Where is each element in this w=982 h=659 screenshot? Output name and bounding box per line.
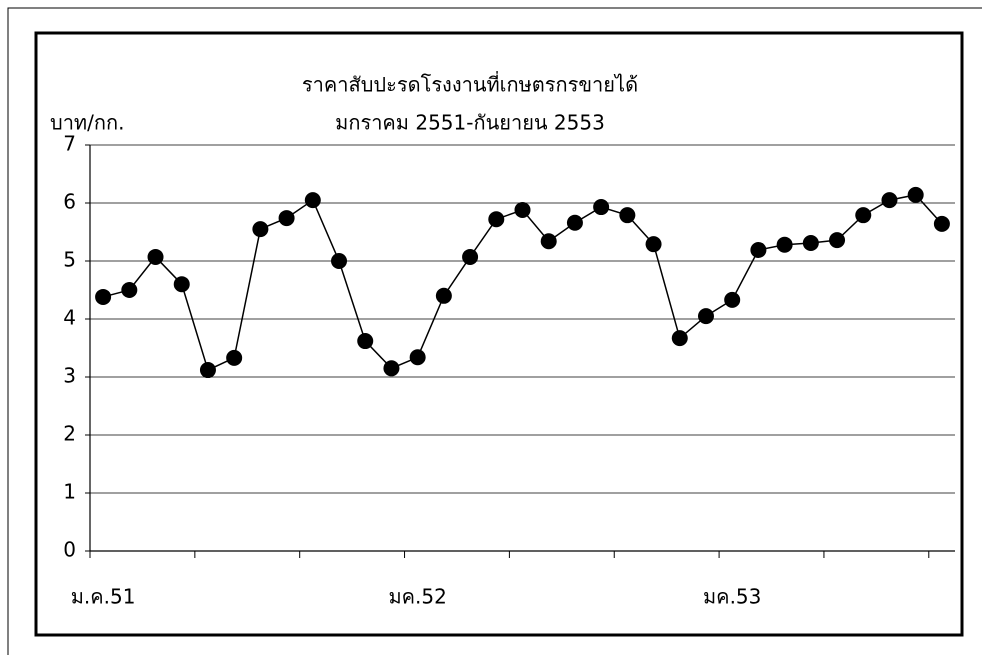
data-point bbox=[252, 221, 269, 238]
data-point bbox=[488, 211, 505, 228]
data-point bbox=[619, 207, 636, 224]
y-tick-label: 1 bbox=[63, 480, 76, 504]
data-point bbox=[199, 362, 216, 379]
y-tick-label: 6 bbox=[63, 190, 76, 214]
data-point bbox=[593, 199, 610, 216]
chart-title: ราคาสับปะรดโรงงานที่เกษตรกรขายได้ bbox=[302, 71, 638, 97]
data-point bbox=[750, 241, 767, 258]
y-tick-label: 4 bbox=[63, 306, 76, 330]
data-point bbox=[173, 276, 190, 293]
data-point bbox=[671, 330, 688, 347]
data-point bbox=[802, 235, 819, 252]
data-point bbox=[881, 192, 898, 209]
data-point bbox=[383, 360, 400, 377]
data-point bbox=[278, 210, 295, 227]
data-point bbox=[304, 192, 321, 209]
data-point bbox=[409, 349, 426, 366]
data-point bbox=[933, 215, 950, 232]
x-tick-label: มค.53 bbox=[703, 585, 761, 609]
data-point bbox=[566, 214, 583, 231]
x-tick-label: ม.ค.51 bbox=[71, 585, 136, 609]
data-point bbox=[855, 207, 872, 224]
data-point bbox=[462, 248, 479, 265]
data-point bbox=[357, 333, 374, 350]
y-axis-label: บาท/กก. bbox=[50, 111, 124, 135]
data-point bbox=[540, 233, 557, 250]
x-tick-label: มค.52 bbox=[388, 585, 446, 609]
data-point bbox=[724, 291, 741, 308]
y-tick-label: 7 bbox=[63, 132, 76, 156]
data-point bbox=[226, 349, 243, 366]
data-point bbox=[514, 201, 531, 218]
y-tick-label: 0 bbox=[63, 538, 76, 562]
data-point bbox=[645, 236, 662, 253]
page-border bbox=[7, 7, 982, 659]
data-point bbox=[331, 253, 348, 269]
data-point bbox=[776, 236, 793, 253]
data-point bbox=[829, 232, 846, 249]
data-point bbox=[907, 186, 924, 203]
y-tick-label: 5 bbox=[63, 248, 76, 272]
y-tick-label: 2 bbox=[63, 422, 76, 446]
data-point bbox=[121, 282, 138, 298]
data-point bbox=[147, 248, 164, 265]
data-point bbox=[697, 308, 714, 325]
data-point bbox=[435, 287, 452, 304]
data-point bbox=[95, 288, 112, 305]
chart-subtitle: มกราคม 2551-กันยายน 2553 bbox=[335, 111, 605, 135]
chart-frame bbox=[34, 31, 964, 637]
y-tick-label: 3 bbox=[63, 364, 76, 388]
